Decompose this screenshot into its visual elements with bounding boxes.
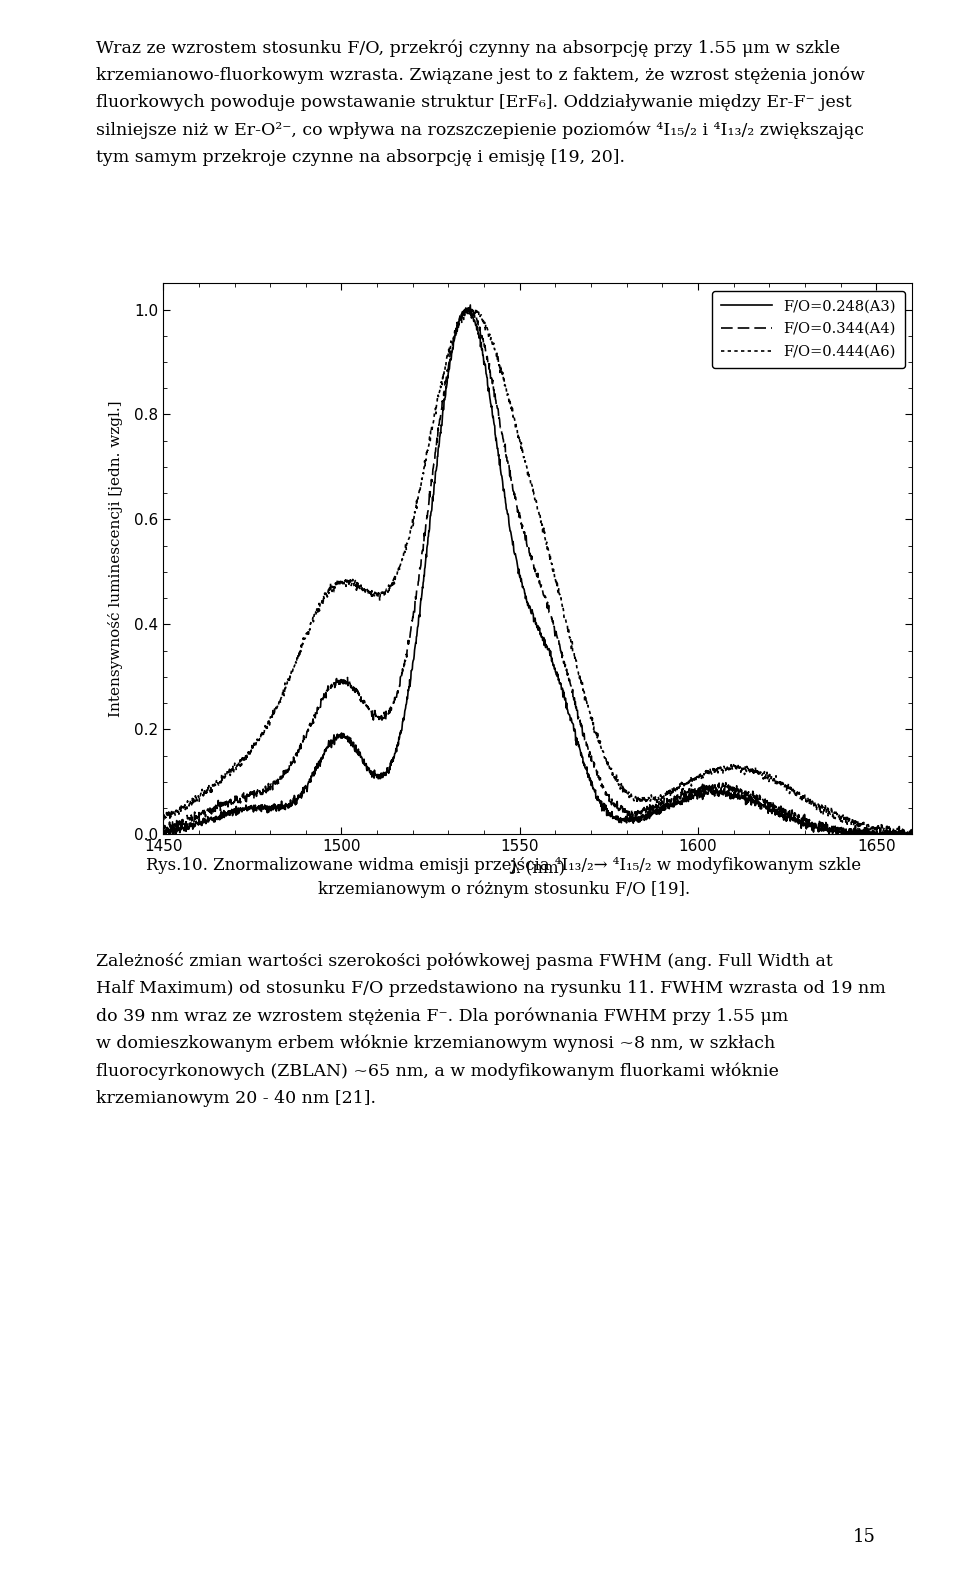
F/O=0.248(A3) — [463, 299, 474, 318]
F/O=0.248(A3) — [885, 823, 897, 842]
F/O=0.344(A4) — [157, 818, 169, 837]
F/O=0.344(A4) — [885, 823, 897, 842]
Line: F/O=0.248(A3): F/O=0.248(A3) — [163, 309, 912, 834]
X-axis label: λ (nm): λ (nm) — [510, 859, 565, 877]
F/O=0.444(A6) — [196, 785, 207, 804]
F/O=0.444(A6) — [157, 807, 169, 826]
F/O=0.248(A3) — [196, 815, 207, 834]
F/O=0.248(A3) — [748, 792, 759, 811]
Text: Rys.10. Znormalizowane widma emisji przejścia ⁴I₁₃/₂→ ⁴I₁₅/₂ w modyfikowanym szk: Rys.10. Znormalizowane widma emisji prze… — [147, 856, 861, 899]
F/O=0.248(A3) — [885, 825, 897, 844]
F/O=0.248(A3) — [906, 825, 918, 844]
F/O=0.444(A6) — [885, 825, 897, 844]
F/O=0.344(A4) — [885, 822, 897, 841]
F/O=0.444(A6) — [748, 759, 759, 778]
Text: Wraz ze wzrostem stosunku F/O, przekrój czynny na absorpcję przy 1.55 μm w szkle: Wraz ze wzrostem stosunku F/O, przekrój … — [96, 39, 865, 165]
F/O=0.444(A6) — [885, 823, 897, 842]
F/O=0.344(A4) — [196, 804, 207, 823]
Text: Zależność zmian wartości szerokości połówkowej pasma FWHM (ang. Full Width at
Ha: Zależność zmian wartości szerokości połó… — [96, 952, 886, 1107]
Line: F/O=0.344(A4): F/O=0.344(A4) — [163, 305, 912, 834]
Line: F/O=0.444(A6): F/O=0.444(A6) — [163, 307, 912, 834]
F/O=0.344(A4) — [839, 825, 851, 844]
F/O=0.444(A6) — [502, 384, 514, 403]
F/O=0.444(A6) — [906, 820, 918, 839]
Y-axis label: Intensywność luminescencji [jedn. wzgl.]: Intensywność luminescencji [jedn. wzgl.] — [108, 400, 123, 718]
F/O=0.344(A4) — [522, 537, 534, 556]
F/O=0.248(A3) — [157, 818, 169, 837]
F/O=0.444(A6) — [884, 822, 896, 841]
F/O=0.248(A3) — [522, 593, 534, 612]
F/O=0.344(A4) — [906, 822, 918, 841]
F/O=0.444(A6) — [465, 297, 476, 316]
Text: 15: 15 — [852, 1528, 876, 1546]
F/O=0.248(A3) — [160, 825, 172, 844]
F/O=0.444(A6) — [522, 466, 534, 485]
F/O=0.344(A4) — [502, 452, 514, 471]
F/O=0.344(A4) — [748, 787, 759, 806]
F/O=0.344(A4) — [465, 296, 476, 315]
F/O=0.248(A3) — [502, 505, 514, 524]
Legend: F/O=0.248(A3), F/O=0.344(A4), F/O=0.444(A6): F/O=0.248(A3), F/O=0.344(A4), F/O=0.444(… — [712, 291, 904, 368]
